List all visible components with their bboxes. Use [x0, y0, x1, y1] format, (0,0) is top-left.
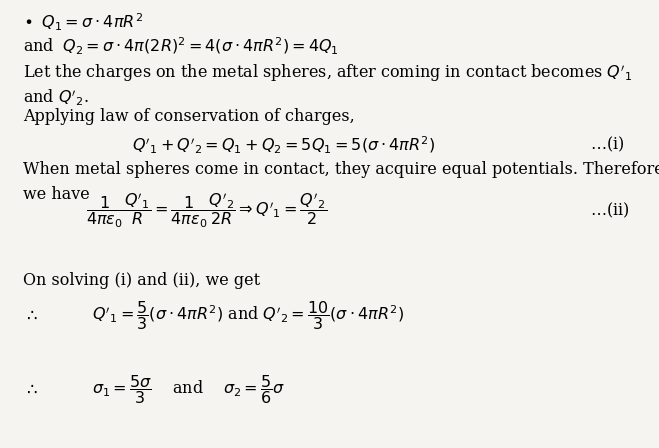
Text: Let the charges on the metal spheres, after coming in contact becomes $Q'_1$: Let the charges on the metal spheres, af… — [23, 63, 633, 84]
Text: $\ldots$(i): $\ldots$(i) — [590, 134, 624, 154]
Text: we have: we have — [23, 186, 90, 203]
Text: On solving (i) and (ii), we get: On solving (i) and (ii), we get — [23, 272, 260, 289]
Text: $\ldots$(ii): $\ldots$(ii) — [590, 201, 629, 220]
Text: $\bullet \;\; Q_1 = \sigma \cdot 4\pi R^2$: $\bullet \;\; Q_1 = \sigma \cdot 4\pi R^… — [23, 11, 143, 33]
Text: $\therefore$: $\therefore$ — [23, 307, 38, 324]
Text: $Q'_1 + Q'_2 = Q_1 + Q_2 = 5Q_1 = 5(\sigma \cdot 4\pi R^2)$: $Q'_1 + Q'_2 = Q_1 + Q_2 = 5Q_1 = 5(\sig… — [132, 134, 435, 155]
Text: $\dfrac{1}{4\pi\varepsilon_0}\dfrac{Q'_1}{R} = \dfrac{1}{4\pi\varepsilon_0}\dfra: $\dfrac{1}{4\pi\varepsilon_0}\dfrac{Q'_1… — [86, 191, 327, 230]
Text: $\therefore$: $\therefore$ — [23, 381, 38, 398]
Text: When metal spheres come in contact, they acquire equal potentials. Therefore,: When metal spheres come in contact, they… — [23, 161, 659, 178]
Text: $Q'_1 = \dfrac{5}{3}(\sigma \cdot 4\pi R^2)$ and $Q'_2 = \dfrac{10}{3}(\sigma \c: $Q'_1 = \dfrac{5}{3}(\sigma \cdot 4\pi R… — [92, 299, 404, 332]
Text: Applying law of conservation of charges,: Applying law of conservation of charges, — [23, 108, 355, 125]
Text: $\sigma_1 = \dfrac{5\sigma}{3} \quad$ and $\quad \sigma_2 = \dfrac{5}{6}\sigma$: $\sigma_1 = \dfrac{5\sigma}{3} \quad$ an… — [92, 373, 285, 406]
Text: and $Q'_2$.: and $Q'_2$. — [23, 87, 89, 108]
Text: and $\; Q_2 = \sigma \cdot 4\pi(2R)^2 = 4(\sigma \cdot 4\pi R^2) = 4Q_1$: and $\; Q_2 = \sigma \cdot 4\pi(2R)^2 = … — [23, 36, 339, 57]
